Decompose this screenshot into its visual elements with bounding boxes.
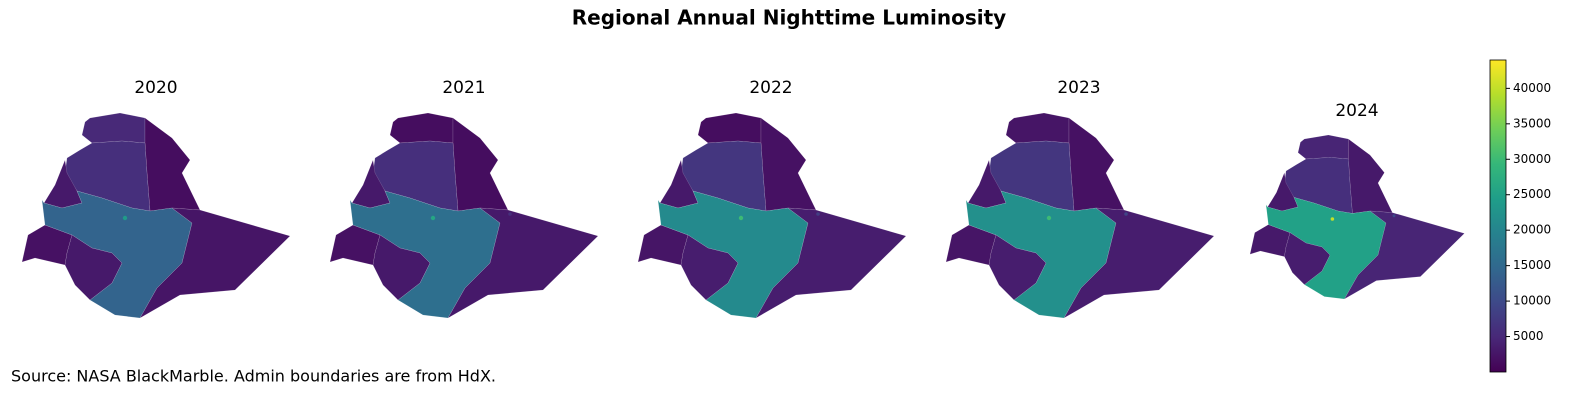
region	[430, 215, 436, 221]
colorbar-tick-label: 20000	[1513, 223, 1551, 237]
colorbar-tick-label: 15000	[1513, 258, 1551, 272]
region	[139, 207, 291, 319]
region	[1348, 138, 1393, 214]
colorbar-tick-label: 30000	[1513, 152, 1551, 166]
colorbar-tick-label: 25000	[1513, 187, 1551, 201]
region	[200, 212, 204, 216]
region	[389, 112, 454, 144]
colorbar-tick-label: 35000	[1513, 116, 1551, 130]
panel-title: 2021	[442, 78, 485, 98]
region	[738, 215, 744, 221]
region	[447, 207, 599, 319]
region	[508, 212, 512, 216]
chart-title: Regional Annual Nighttime Luminosity	[572, 6, 1006, 30]
region	[816, 212, 820, 216]
panel-title: 2022	[749, 78, 792, 98]
region	[1005, 112, 1070, 144]
panel-title: 2023	[1057, 78, 1100, 98]
region	[1046, 215, 1052, 221]
region	[697, 112, 762, 144]
region	[988, 234, 1047, 301]
source-note: Source: NASA BlackMarble. Admin boundari…	[11, 367, 496, 386]
map	[945, 112, 1215, 319]
region	[1284, 232, 1331, 285]
region	[755, 207, 907, 319]
region	[1392, 214, 1396, 218]
region	[1063, 207, 1215, 319]
colorbar-tick-label: 40000	[1513, 81, 1551, 95]
map	[21, 112, 291, 319]
map	[329, 112, 599, 319]
region	[1343, 210, 1465, 300]
region	[372, 234, 431, 301]
region	[144, 117, 201, 212]
colorbar-tick-label: 5000	[1513, 329, 1544, 343]
map	[637, 112, 907, 319]
region	[680, 234, 739, 301]
region	[760, 117, 817, 212]
region	[1068, 117, 1125, 212]
colorbar	[1489, 59, 1507, 373]
colorbar-tick-label: 10000	[1513, 294, 1551, 308]
map	[1249, 134, 1465, 300]
panel-title: 2024	[1335, 101, 1378, 121]
region	[122, 215, 128, 221]
region	[81, 112, 146, 144]
region	[64, 234, 123, 301]
region	[1297, 134, 1349, 160]
region	[452, 117, 509, 212]
panel-title: 2020	[134, 78, 177, 98]
region	[1124, 212, 1128, 216]
region	[1330, 217, 1335, 221]
